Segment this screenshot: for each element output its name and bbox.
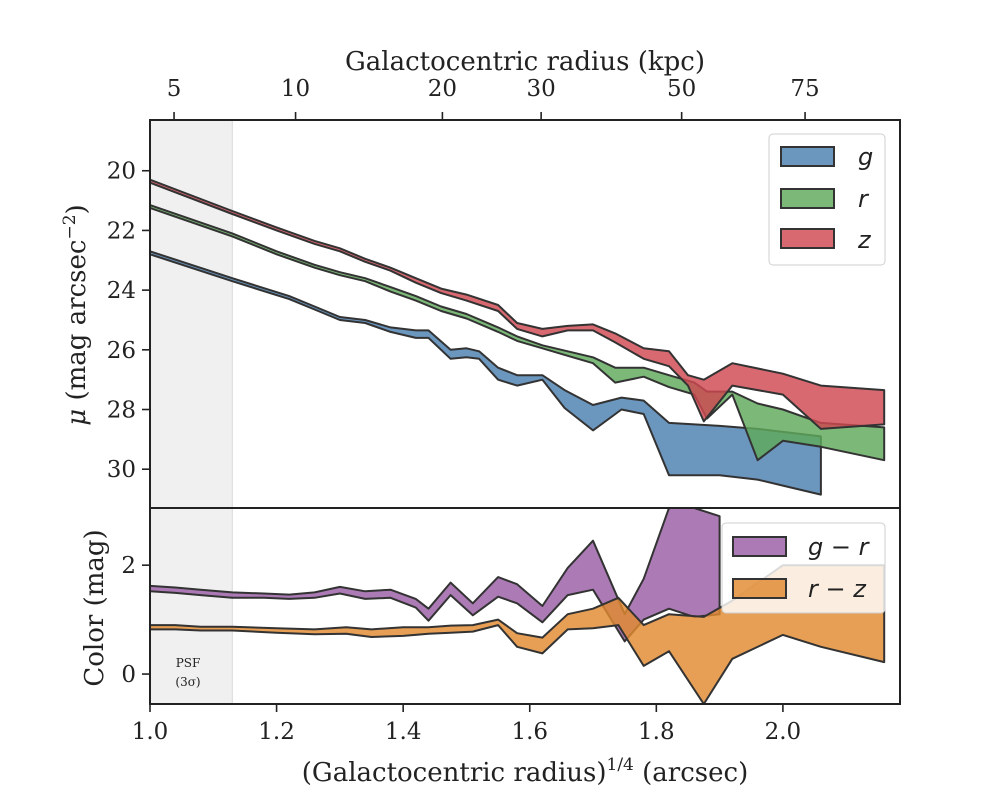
color-series — [150, 508, 886, 704]
psf-annotation-sigma: (3σ) — [175, 675, 200, 689]
legend-label-r-z: r − z — [808, 575, 867, 603]
legend-label-z: z — [857, 226, 872, 254]
x-axis-label: (Galactocentric radius)1/4 (arcsec) — [302, 755, 748, 788]
xtick-label: 1.2 — [258, 719, 295, 745]
psf-annotation: PSF — [176, 656, 201, 670]
legend-label-g-r: g − r — [808, 533, 871, 561]
xtick-label: 1.8 — [638, 719, 675, 745]
xtick-label: 2.0 — [765, 719, 802, 745]
legend-label-g: g — [858, 143, 873, 171]
ytick-label: 20 — [107, 159, 136, 185]
axis-ticks: 20 22 24 26 28 30 0 2 1.0 1.2 1.4 1.6 1.8 2.0 5 10 20 30 5… — [107, 76, 820, 745]
legend-swatch-z — [780, 228, 835, 249]
ytick-label: 28 — [107, 398, 136, 424]
psf-region-top — [149, 119, 233, 509]
top-axis-label: Galactocentric radius (kpc) — [345, 47, 705, 77]
mu-band-z — [150, 178, 886, 430]
legend-label-r: r — [858, 185, 870, 213]
top-xtick-label: 5 — [167, 76, 182, 102]
ytick-label: 30 — [107, 457, 136, 483]
xtick-label: 1.6 — [511, 719, 548, 745]
bottom-panel-frame — [149, 507, 901, 705]
color-band-rz — [150, 564, 886, 704]
top-xtick-label: 30 — [526, 76, 555, 102]
ytick-label: 26 — [107, 338, 136, 364]
y-axis-label-top: μ (mag arcsec−2) — [60, 204, 92, 425]
mu-band-g — [150, 250, 822, 496]
y-axis-label-bottom: Color (mag) — [80, 529, 110, 686]
top-xtick-label: 10 — [281, 76, 310, 102]
legend-top: g r z — [768, 133, 886, 266]
top-xtick-label: 75 — [790, 76, 819, 102]
legend-bottom: g − r r − z — [721, 522, 886, 614]
xtick-label: 1.0 — [132, 719, 169, 745]
legend-swatch-g — [780, 146, 835, 167]
ytick-label: 22 — [107, 218, 136, 244]
psf-region-bottom — [149, 507, 233, 705]
surface-brightness-series — [150, 178, 886, 496]
color-ytick-label: 2 — [121, 553, 136, 579]
top-xtick-label: 50 — [667, 76, 696, 102]
ytick-label: 24 — [107, 278, 136, 304]
legend-swatch-r-z — [732, 578, 787, 599]
color-ytick-label: 0 — [121, 662, 136, 688]
legend-swatch-r — [780, 188, 835, 209]
legend-swatch-g-r — [732, 536, 787, 557]
top-xtick-label: 20 — [428, 76, 457, 102]
xtick-label: 1.4 — [385, 719, 422, 745]
